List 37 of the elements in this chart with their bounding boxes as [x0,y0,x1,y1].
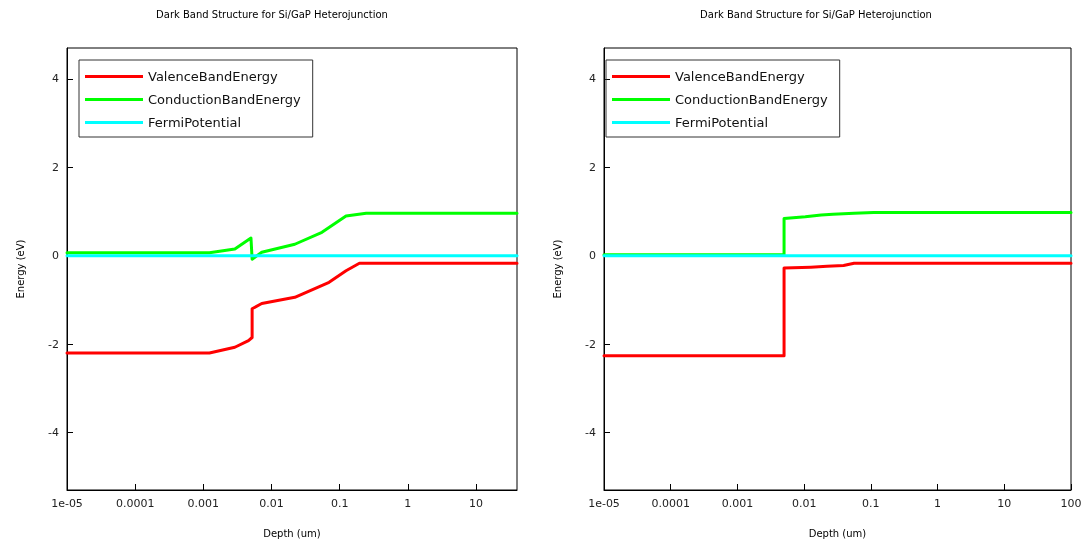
y-axis-title: Energy (eV) [14,239,26,299]
x-tick-label: 10 [468,497,483,510]
y-tick-label: 2 [589,160,596,174]
y-tick-label: -4 [48,426,59,440]
x-tick-label: 0.1 [330,497,349,510]
x-tick-label: 100 [1060,497,1082,510]
x-axis-title: Depth (um) [808,527,867,539]
x-tick-label: 0.0001 [115,497,155,510]
x-tick-label: 0.01 [791,497,817,510]
y-tick-label: -4 [585,426,596,440]
legend-label: FermiPotential [675,115,769,130]
y-tick-label: -2 [48,337,59,351]
legend-label: FermiPotential [148,115,242,130]
y-tick-label: 4 [589,72,596,86]
x-tick-label: 0.1 [862,497,880,510]
legend-label: ConductionBandEnergy [148,92,302,107]
chart-title: Dark Band Structure for Si/GaP Heterojunction [700,8,932,20]
x-tick-label: 0.01 [259,497,284,510]
x-tick-label: 1 [934,497,942,510]
legend-label: ConductionBandEnergy [675,92,829,107]
y-tick-label: 0 [589,249,596,263]
x-tick-label: 1e-05 [51,497,83,510]
x-tick-label: 1e-05 [588,497,620,510]
x-tick-label: 0.001 [721,497,754,510]
y-tick-label: 0 [52,249,59,263]
y-tick-label: 2 [52,160,59,174]
y-tick-label: -2 [585,337,596,351]
x-tick-label: 1 [404,497,412,510]
x-tick-label: 0.001 [187,497,220,510]
y-tick-label: 4 [52,72,59,86]
x-tick-label: 10 [997,497,1012,510]
y-axis-title: Energy (eV) [551,239,563,299]
legend-label: ValenceBandEnergy [675,69,806,84]
chart-title: Dark Band Structure for Si/GaP Heterojunction [156,8,388,20]
x-axis-title: Depth (um) [263,527,321,539]
legend-label: ValenceBandEnergy [148,69,279,84]
x-tick-label: 0.0001 [651,497,690,510]
